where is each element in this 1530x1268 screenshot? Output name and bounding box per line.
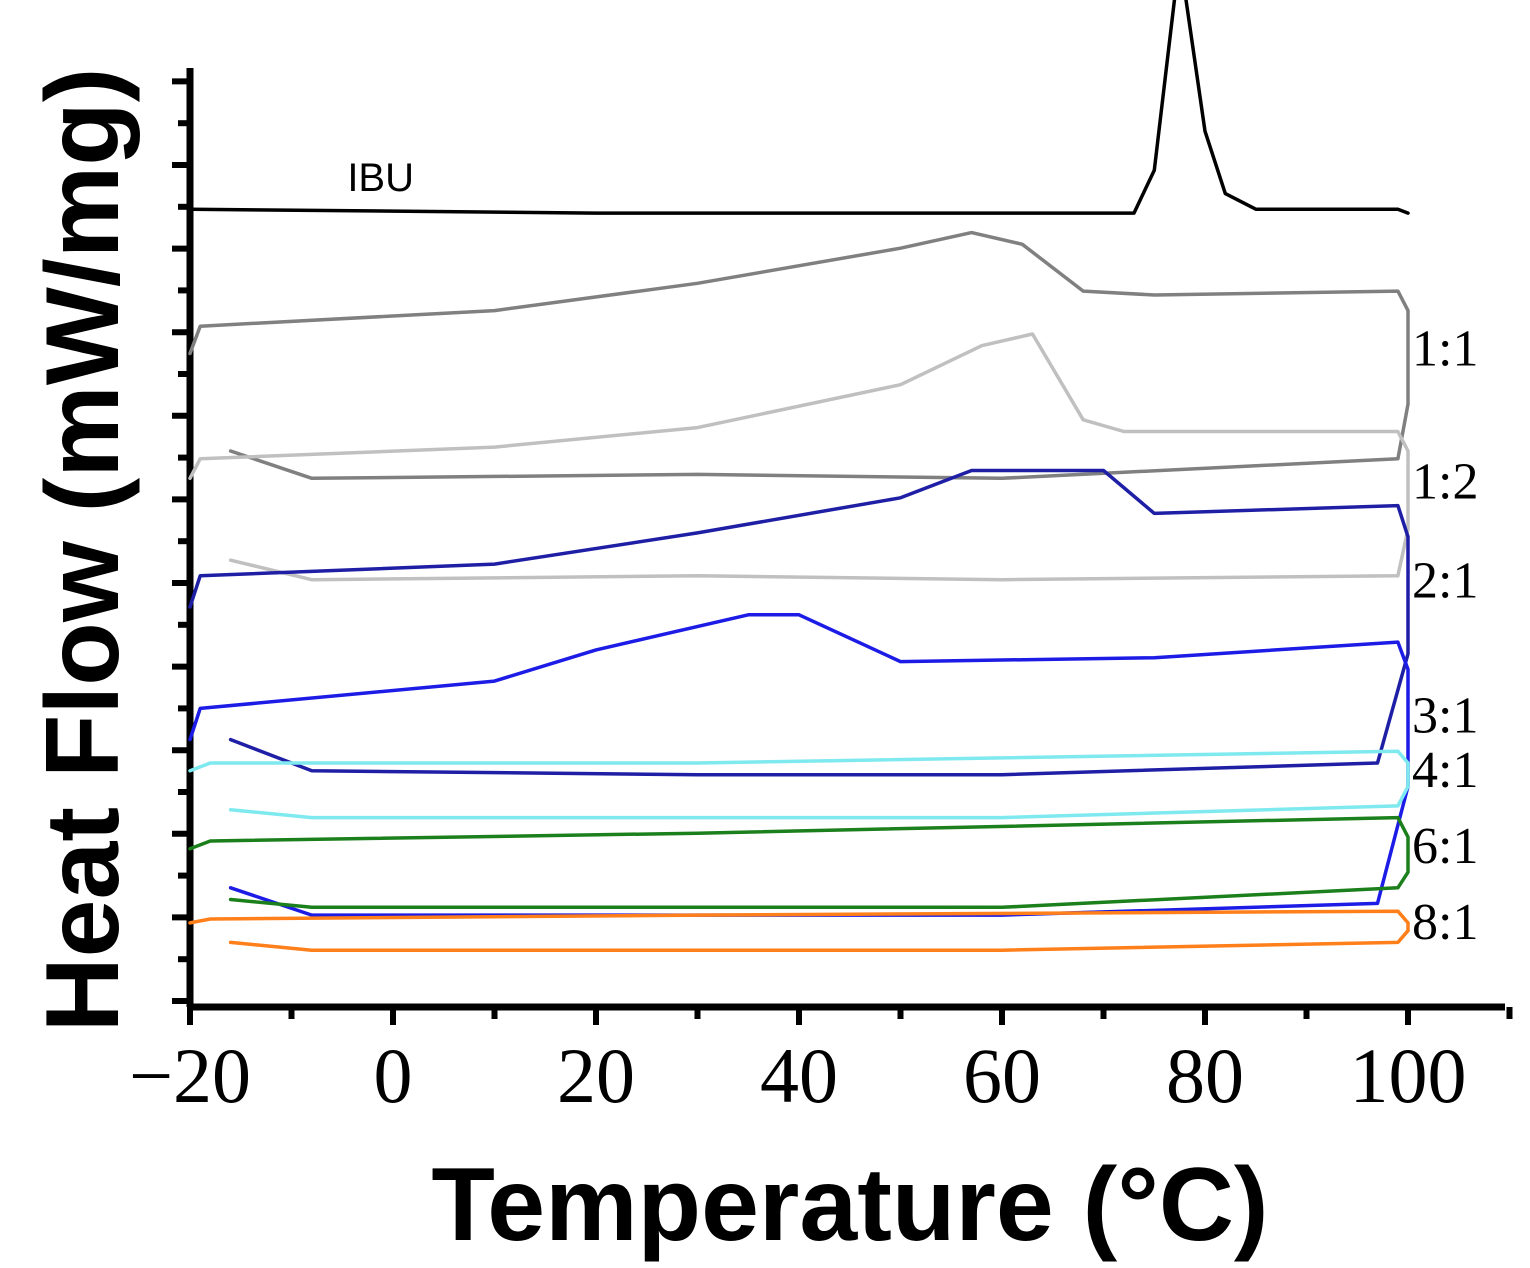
curve-1-2: [188, 332, 1410, 582]
x-tick-label: 40: [760, 1032, 838, 1119]
curve-8-1: [188, 909, 1410, 952]
series-label-3-1: 3:1: [1412, 687, 1478, 744]
x-tick-label: 60: [963, 1032, 1041, 1119]
series-label-ibu: IBU: [347, 156, 414, 200]
curves: [188, 0, 1410, 952]
x-tick-label: −20: [129, 1032, 251, 1119]
curve-1-1: [188, 230, 1410, 481]
curve-6-1: [188, 815, 1410, 910]
series-label-1-1: 1:1: [1412, 321, 1478, 378]
series-label-1-2: 1:2: [1412, 453, 1478, 510]
series-label-4-1: 4:1: [1412, 742, 1478, 799]
x-ticks: −20 0 20 40 60 80 100: [129, 1007, 1513, 1119]
x-tick-label: 0: [374, 1032, 413, 1119]
y-axis-title: Heat Flow (mW/mg): [25, 68, 141, 1033]
axes: −20 0 20 40 60 80 100: [129, 68, 1513, 1119]
x-axis-title: Temperature (°C): [431, 1147, 1268, 1263]
curve-3-1: [188, 613, 1410, 917]
curve-2-1: [188, 468, 1410, 777]
series-label-8-1: 8:1: [1412, 894, 1478, 951]
x-tick-label: 100: [1350, 1032, 1467, 1119]
series-label-6-1: 6:1: [1412, 818, 1478, 875]
series-labels: IBU 1:1 1:2 2:1 3:14:1 6:1 8:1: [347, 156, 1478, 951]
series-label-2-1: 2:1: [1412, 553, 1478, 610]
y-ticks: [172, 78, 190, 1004]
curve-ibu: [188, 0, 1410, 215]
curve-4-1: [188, 749, 1410, 820]
x-tick-label: 80: [1166, 1032, 1244, 1119]
x-tick-label: 20: [557, 1032, 635, 1119]
